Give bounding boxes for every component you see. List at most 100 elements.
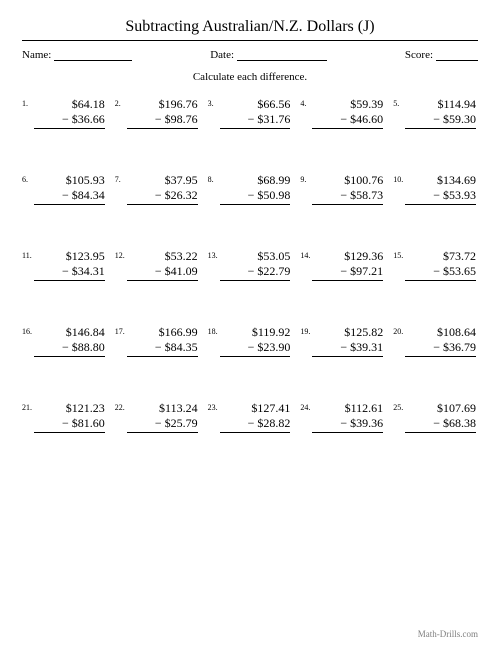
subtrahend: − $39.36 (312, 416, 383, 433)
problem: 14.$129.36− $97.21 (300, 249, 385, 281)
problem: 13.$53.05− $22.79 (208, 249, 293, 281)
problem-body: $114.94− $59.30 (405, 97, 478, 129)
problem-number: 11. (22, 249, 34, 260)
problem: 17.$166.99− $84.35 (115, 325, 200, 357)
problem: 1.$64.18− $36.66 (22, 97, 107, 129)
problem: 4.$59.39− $46.60 (300, 97, 385, 129)
problem-body: $127.41− $28.82 (220, 401, 293, 433)
subtrahend: − $88.80 (34, 340, 105, 357)
problem-number: 15. (393, 249, 405, 260)
minuend: $125.82 (312, 325, 383, 340)
subtrahend: − $25.79 (127, 416, 198, 433)
minuend: $53.22 (127, 249, 198, 264)
footer-credit: Math-Drills.com (418, 629, 478, 639)
problem: 15.$73.72− $53.65 (393, 249, 478, 281)
minuend: $119.92 (220, 325, 291, 340)
problem-number: 25. (393, 401, 405, 412)
problem: 24.$112.61− $39.36 (300, 401, 385, 433)
subtrahend: − $28.82 (220, 416, 291, 433)
problem: 19.$125.82− $39.31 (300, 325, 385, 357)
name-field: Name: (22, 49, 132, 61)
minuend: $59.39 (312, 97, 383, 112)
minuend: $166.99 (127, 325, 198, 340)
score-line (436, 50, 478, 61)
subtrahend: − $31.76 (220, 112, 291, 129)
subtrahend: − $41.09 (127, 264, 198, 281)
worksheet-title: Subtracting Australian/N.Z. Dollars (J) (22, 18, 478, 36)
minuend: $134.69 (405, 173, 476, 188)
subtrahend: − $97.21 (312, 264, 383, 281)
problem-number: 3. (208, 97, 220, 108)
minuend: $73.72 (405, 249, 476, 264)
subtrahend: − $84.35 (127, 340, 198, 357)
problem-body: $112.61− $39.36 (312, 401, 385, 433)
subtrahend: − $26.32 (127, 188, 198, 205)
problem-body: $64.18− $36.66 (34, 97, 107, 129)
problem: 18.$119.92− $23.90 (208, 325, 293, 357)
problem-number: 4. (300, 97, 312, 108)
problem-body: $100.76− $58.73 (312, 173, 385, 205)
problem-number: 22. (115, 401, 127, 412)
problem-number: 18. (208, 325, 220, 336)
problem: 11.$123.95− $34.31 (22, 249, 107, 281)
minuend: $37.95 (127, 173, 198, 188)
minuend: $100.76 (312, 173, 383, 188)
problem: 3.$66.56− $31.76 (208, 97, 293, 129)
problem-number: 13. (208, 249, 220, 260)
problem-body: $125.82− $39.31 (312, 325, 385, 357)
problem-number: 10. (393, 173, 405, 184)
subtrahend: − $58.73 (312, 188, 383, 205)
problem-body: $146.84− $88.80 (34, 325, 107, 357)
problem-number: 8. (208, 173, 220, 184)
subtrahend: − $68.38 (405, 416, 476, 433)
problem: 21.$121.23− $81.60 (22, 401, 107, 433)
problem-number: 2. (115, 97, 127, 108)
problem-number: 12. (115, 249, 127, 260)
problem-body: $59.39− $46.60 (312, 97, 385, 129)
header-row: Name: Date: Score: (22, 49, 478, 61)
problem: 16.$146.84− $88.80 (22, 325, 107, 357)
problem: 22.$113.24− $25.79 (115, 401, 200, 433)
problem-number: 9. (300, 173, 312, 184)
problem-number: 24. (300, 401, 312, 412)
minuend: $105.93 (34, 173, 105, 188)
minuend: $113.24 (127, 401, 198, 416)
subtrahend: − $81.60 (34, 416, 105, 433)
problem-number: 21. (22, 401, 34, 412)
subtrahend: − $84.34 (34, 188, 105, 205)
problem-number: 16. (22, 325, 34, 336)
problem: 8.$68.99− $50.98 (208, 173, 293, 205)
minuend: $68.99 (220, 173, 291, 188)
problem: 10.$134.69− $53.93 (393, 173, 478, 205)
problem: 23.$127.41− $28.82 (208, 401, 293, 433)
problem-number: 1. (22, 97, 34, 108)
problem-body: $53.05− $22.79 (220, 249, 293, 281)
problem-body: $113.24− $25.79 (127, 401, 200, 433)
name-label: Name: (22, 49, 51, 61)
problem-body: $123.95− $34.31 (34, 249, 107, 281)
subtrahend: − $59.30 (405, 112, 476, 129)
date-line (237, 50, 327, 61)
minuend: $107.69 (405, 401, 476, 416)
minuend: $64.18 (34, 97, 105, 112)
problem-body: $53.22− $41.09 (127, 249, 200, 281)
subtrahend: − $53.93 (405, 188, 476, 205)
title-rule (22, 40, 478, 41)
subtrahend: − $50.98 (220, 188, 291, 205)
problem: 25.$107.69− $68.38 (393, 401, 478, 433)
minuend: $114.94 (405, 97, 476, 112)
problem-body: $107.69− $68.38 (405, 401, 478, 433)
subtrahend: − $46.60 (312, 112, 383, 129)
date-label: Date: (210, 49, 234, 61)
subtrahend: − $98.76 (127, 112, 198, 129)
score-field: Score: (405, 49, 478, 61)
problem-number: 14. (300, 249, 312, 260)
problem: 12.$53.22− $41.09 (115, 249, 200, 281)
problem-number: 23. (208, 401, 220, 412)
minuend: $196.76 (127, 97, 198, 112)
instructions: Calculate each difference. (22, 71, 478, 83)
problem: 20.$108.64− $36.79 (393, 325, 478, 357)
problem-body: $66.56− $31.76 (220, 97, 293, 129)
problem: 6.$105.93− $84.34 (22, 173, 107, 205)
minuend: $112.61 (312, 401, 383, 416)
